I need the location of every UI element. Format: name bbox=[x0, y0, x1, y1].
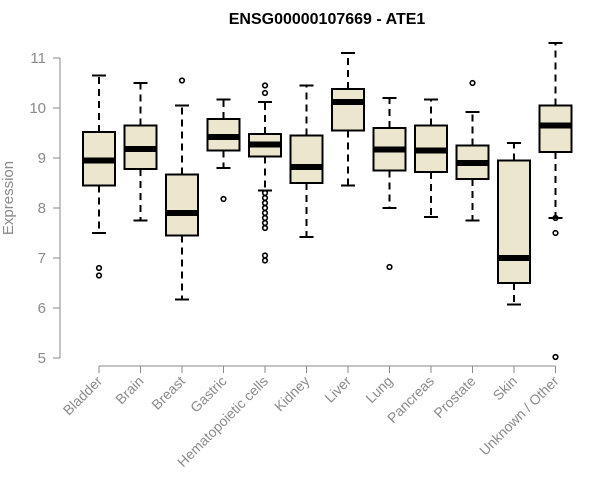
box-group-breast bbox=[165, 77, 199, 301]
box bbox=[538, 104, 573, 153]
box-group-lung bbox=[372, 97, 407, 271]
y-tick-label: 5 bbox=[38, 350, 46, 367]
outlier-point bbox=[261, 194, 269, 202]
box-group-brain bbox=[123, 82, 158, 222]
outlier-point bbox=[178, 77, 186, 84]
outlier-point bbox=[261, 189, 269, 197]
outlier-point bbox=[552, 214, 559, 222]
box bbox=[497, 159, 531, 284]
box-group-pancreas bbox=[414, 98, 448, 218]
outlier-point bbox=[552, 229, 559, 237]
y-tick-label: 8 bbox=[38, 200, 46, 217]
chart-title: ENSG00000107669 - ATE1 bbox=[229, 11, 426, 28]
outlier-point bbox=[261, 199, 269, 207]
y-tick-label: 10 bbox=[29, 100, 46, 117]
box bbox=[289, 134, 324, 184]
x-tick-label: Bladder bbox=[60, 373, 106, 419]
box bbox=[331, 88, 365, 132]
outlier-point bbox=[261, 219, 269, 227]
outlier-point bbox=[469, 79, 476, 87]
y-tick-label: 9 bbox=[38, 150, 46, 167]
box-group-kidney bbox=[289, 84, 324, 238]
y-tick-label: 11 bbox=[30, 50, 46, 67]
box-group-hematopoietic-cells bbox=[248, 82, 282, 264]
box-group-unknown-other bbox=[538, 42, 573, 361]
x-tick-label: Brain bbox=[112, 373, 146, 407]
y-tick-label: 7 bbox=[38, 250, 46, 267]
x-tick-label: Lung bbox=[362, 373, 395, 406]
outlier-point bbox=[386, 263, 393, 271]
boxes bbox=[82, 42, 573, 361]
y-tick-label: 6 bbox=[38, 300, 46, 317]
box-group-bladder bbox=[82, 74, 116, 279]
outlier-point bbox=[95, 272, 103, 279]
outlier-point bbox=[261, 224, 269, 232]
outlier-point bbox=[261, 204, 269, 212]
x-tick-label: Breast bbox=[148, 373, 188, 413]
outlier-point bbox=[552, 353, 559, 361]
box-group-skin bbox=[497, 142, 531, 306]
y-axis-label: Expression bbox=[0, 161, 17, 235]
outlier-point bbox=[261, 82, 269, 89]
outlier-point bbox=[261, 257, 269, 264]
outlier-point bbox=[220, 195, 227, 203]
outlier-point bbox=[261, 209, 269, 217]
x-tick-label: Skin bbox=[490, 373, 521, 404]
outlier-point bbox=[261, 214, 269, 222]
x-tick-label: Prostate bbox=[430, 373, 478, 421]
x-tick-label: Liver bbox=[321, 373, 354, 406]
x-tick-label: Kidney bbox=[271, 373, 313, 415]
x-tick-label: Unknown / Other bbox=[476, 373, 562, 459]
box-group-liver bbox=[331, 52, 365, 187]
outlier-point bbox=[95, 264, 103, 272]
outlier-point bbox=[261, 252, 269, 259]
box-group-prostate bbox=[455, 79, 490, 222]
y-axis: 5 6 7 8 9 10 11 bbox=[29, 50, 61, 367]
box-group-gastric bbox=[206, 98, 241, 203]
outlier-point bbox=[261, 89, 269, 97]
box bbox=[165, 173, 199, 237]
